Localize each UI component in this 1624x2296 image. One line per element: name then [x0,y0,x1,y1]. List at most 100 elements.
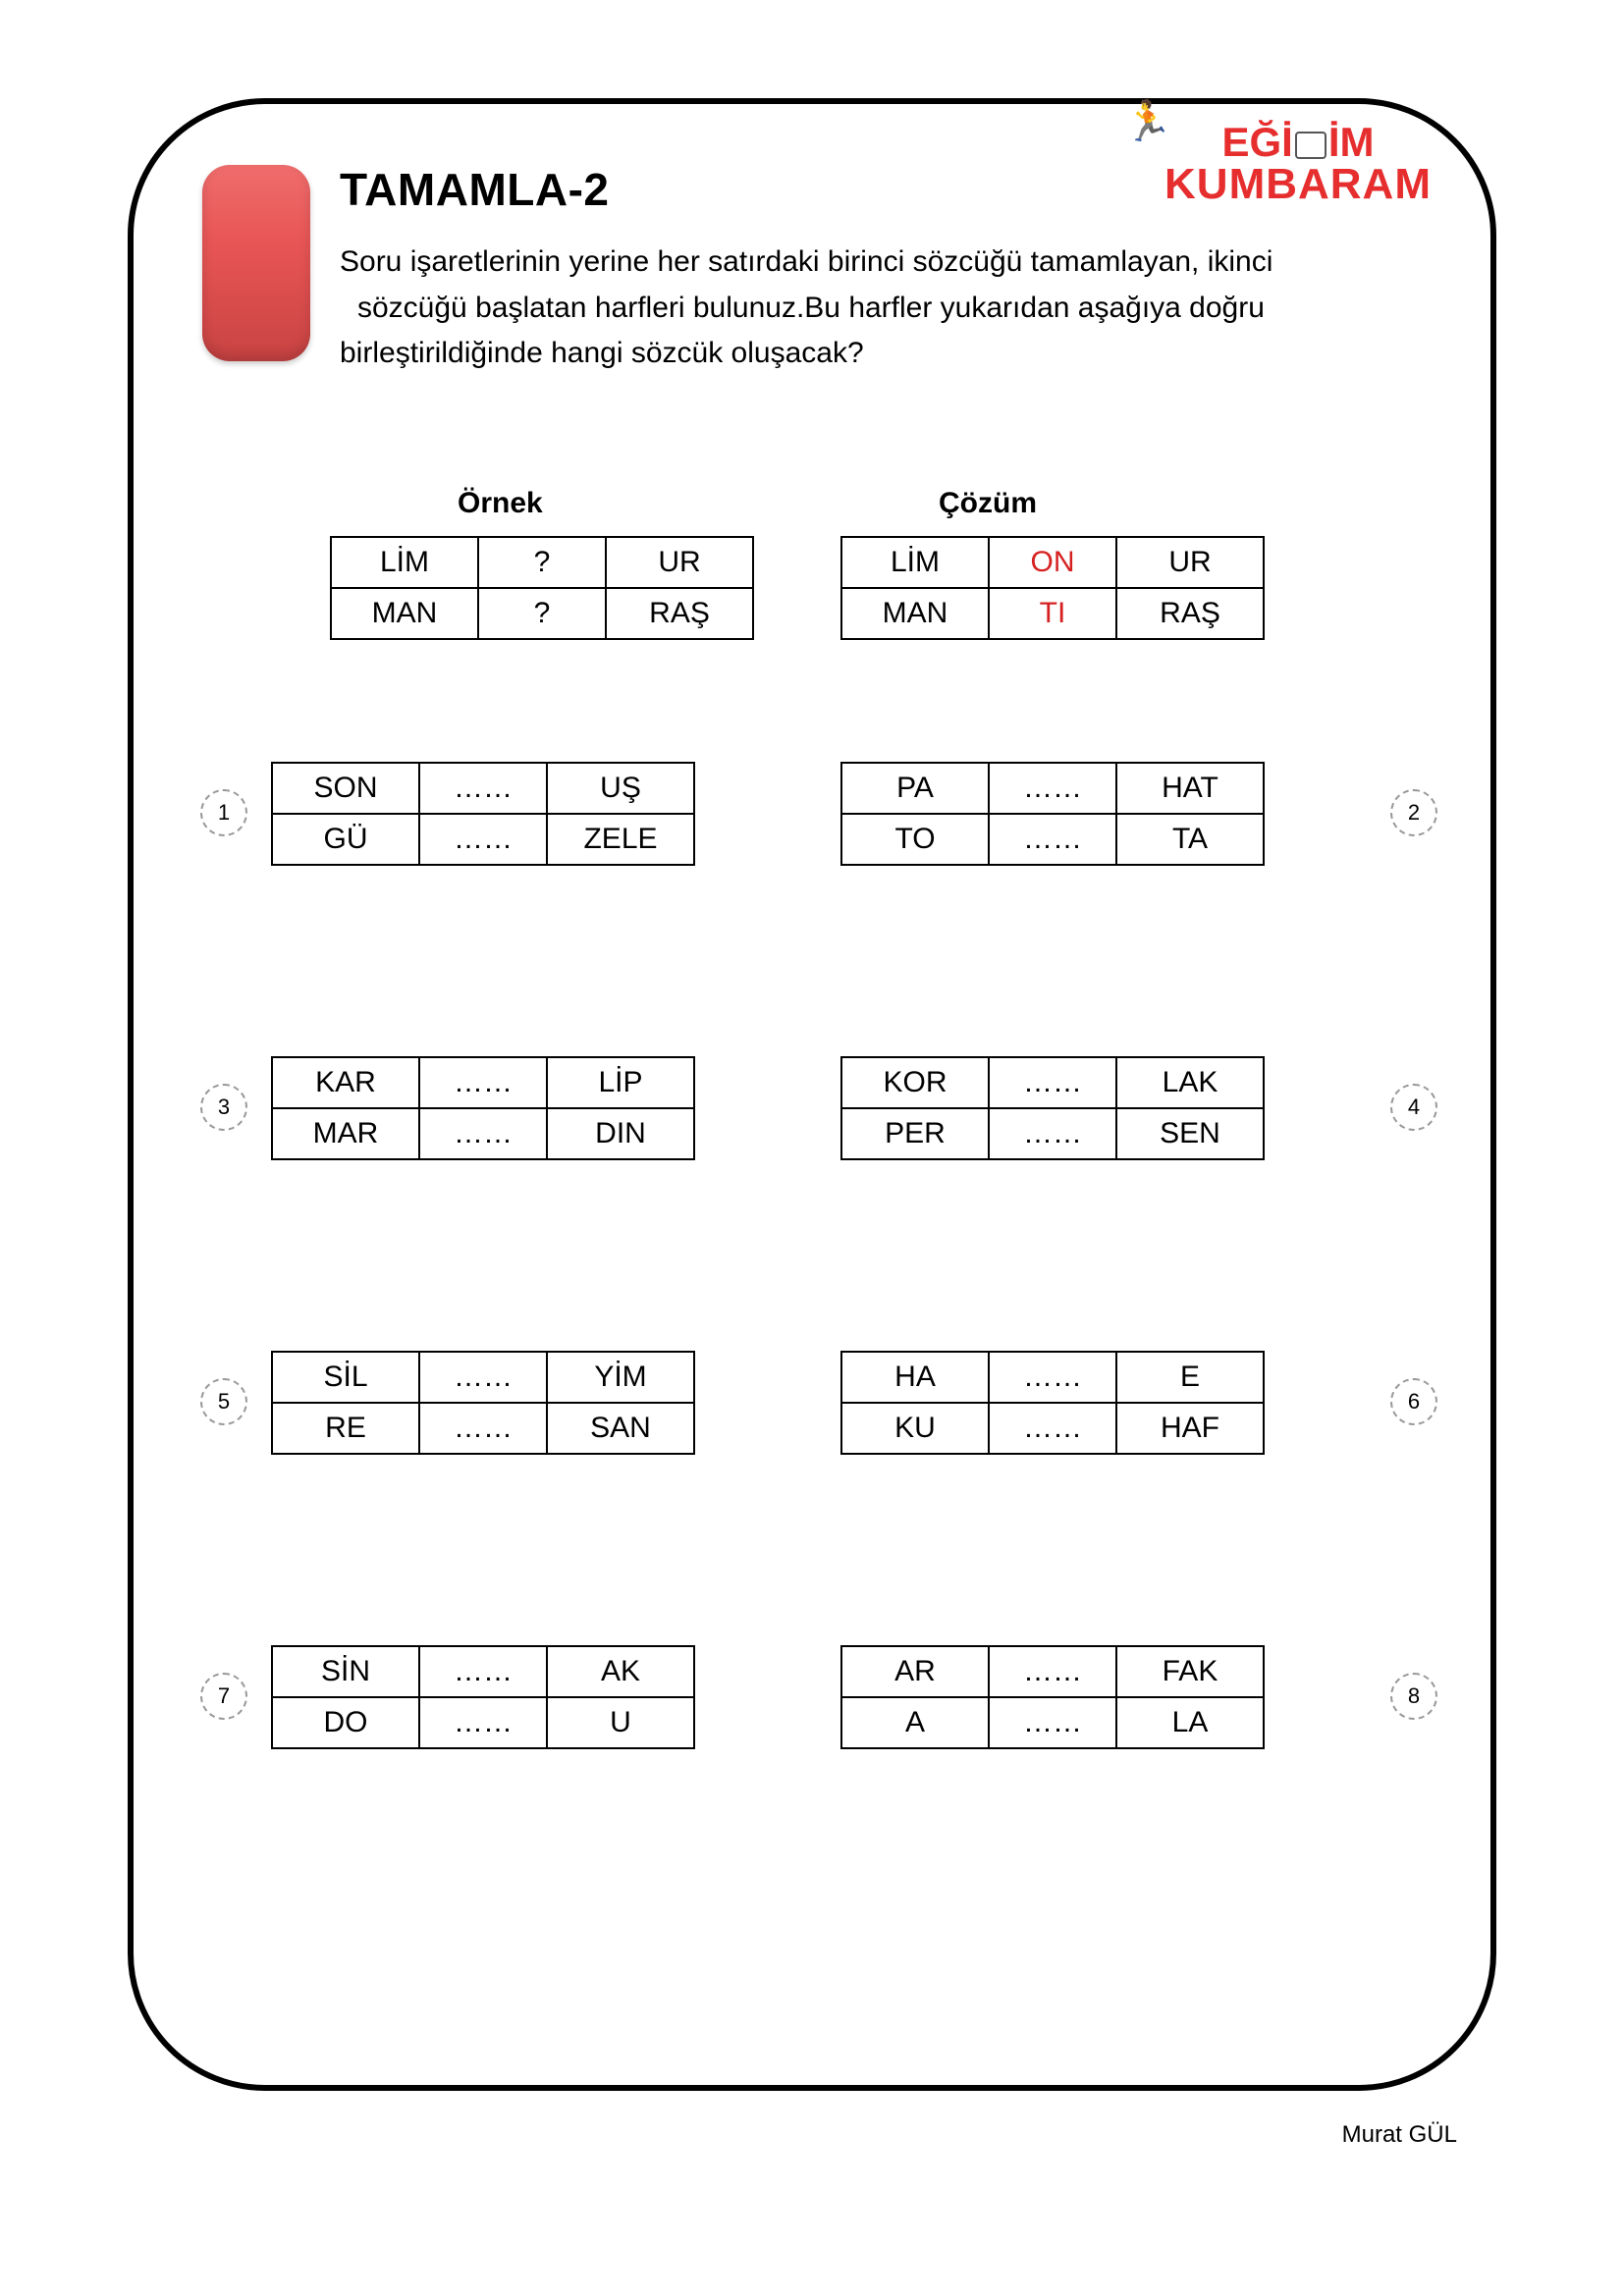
cell: DO [272,1697,419,1748]
table-row: PA……HAT [841,763,1264,814]
cell: AK [547,1646,694,1697]
cell: …… [989,1352,1116,1403]
eraser-icon [202,165,310,361]
cell: LAK [1116,1057,1264,1108]
table-row: A……LA [841,1697,1264,1748]
cell: …… [419,1057,547,1108]
cell: RE [272,1403,419,1454]
cell: PA [841,763,989,814]
puzzle-table: SON……UŞGÜ……ZELE [271,762,695,866]
table-row: SİN……AK [272,1646,694,1697]
cell: RAŞ [1116,588,1264,639]
cell: UR [606,537,753,588]
cell: …… [989,1108,1116,1159]
cell: KU [841,1403,989,1454]
example-label: Örnek [458,487,543,520]
table-row: RE……SAN [272,1403,694,1454]
page: 🏃 EĞİİM KUMBARAM TAMAMLA-2 Soru işaretle… [0,0,1624,2296]
example-table: LİM ? UR MAN ? RAŞ [330,536,754,640]
cell: HAT [1116,763,1264,814]
puzzle-number: 5 [200,1378,247,1425]
cell: TI [989,588,1116,639]
cell: LİP [547,1057,694,1108]
cell: SAN [547,1403,694,1454]
instr-line2: sözcüğü başlatan harfleri bulunuz.Bu har… [340,286,1410,332]
puzzle-number: 2 [1390,789,1437,836]
table-row: MAN TI RAŞ [841,588,1264,639]
puzzle-table: KOR……LAKPER……SEN [840,1056,1265,1160]
puzzle-table: PA……HATTO……TA [840,762,1265,866]
cell: …… [419,1697,547,1748]
logo-line2: KUMBARAM [1164,163,1432,206]
table-row: LİM ? UR [331,537,753,588]
puzzle-number: 8 [1390,1673,1437,1720]
cell: SEN [1116,1108,1264,1159]
cell: TO [841,814,989,865]
cell: KOR [841,1057,989,1108]
cell: UR [1116,537,1264,588]
puzzle-number: 4 [1390,1084,1437,1131]
cell: FAK [1116,1646,1264,1697]
cell: MAN [331,588,478,639]
table-row: AR……FAK [841,1646,1264,1697]
table-row: KAR……LİP [272,1057,694,1108]
cell: HAF [1116,1403,1264,1454]
cell: LA [1116,1697,1264,1748]
cell: GÜ [272,814,419,865]
cell: …… [419,1646,547,1697]
table-row: MAR……DIN [272,1108,694,1159]
mascot-icon: 🏃 [1123,102,1172,141]
cell: UŞ [547,763,694,814]
puzzle-table: AR……FAKA……LA [840,1645,1265,1749]
board-icon [1295,132,1326,159]
cell: MAN [841,588,989,639]
cell: ZELE [547,814,694,865]
instr-line3: birleştirildiğinde hangi sözcük oluşacak… [340,337,864,369]
solution-table: LİM ON UR MAN TI RAŞ [840,536,1265,640]
cell: U [547,1697,694,1748]
cell: ? [478,588,606,639]
cell: MAR [272,1108,419,1159]
cell: TA [1116,814,1264,865]
puzzle-number: 3 [200,1084,247,1131]
table-row: GÜ……ZELE [272,814,694,865]
logo-line1: EĞİİM [1164,122,1432,163]
cell: …… [989,1697,1116,1748]
cell: AR [841,1646,989,1697]
instructions: Soru işaretlerinin yerine her satırdaki … [340,240,1410,377]
table-row: MAN ? RAŞ [331,588,753,639]
brand-logo: 🏃 EĞİİM KUMBARAM [1164,122,1432,206]
cell: SON [272,763,419,814]
cell: …… [989,814,1116,865]
cell: RAŞ [606,588,753,639]
author-name: Murat GÜL [1342,2121,1457,2149]
cell: …… [419,814,547,865]
table-row: LİM ON UR [841,537,1264,588]
cell: HA [841,1352,989,1403]
cell: ON [989,537,1116,588]
cell: SİN [272,1646,419,1697]
cell: SİL [272,1352,419,1403]
cell: LİM [331,537,478,588]
cell: …… [419,1352,547,1403]
table-row: HA……E [841,1352,1264,1403]
worksheet-frame: 🏃 EĞİİM KUMBARAM TAMAMLA-2 Soru işaretle… [128,98,1496,2091]
cell: …… [419,763,547,814]
cell: …… [419,1108,547,1159]
cell: …… [989,1646,1116,1697]
table-row: SİL……YİM [272,1352,694,1403]
page-title: TAMAMLA-2 [340,163,609,216]
cell: ? [478,537,606,588]
puzzle-number: 6 [1390,1378,1437,1425]
cell: E [1116,1352,1264,1403]
cell: YİM [547,1352,694,1403]
solution-label: Çözüm [939,487,1037,520]
cell: A [841,1697,989,1748]
puzzle-table: SİL……YİMRE……SAN [271,1351,695,1455]
puzzle-table: SİN……AKDO……U [271,1645,695,1749]
cell: DIN [547,1108,694,1159]
instr-line1: Soru işaretlerinin yerine her satırdaki … [340,245,1272,278]
cell: …… [989,763,1116,814]
cell: LİM [841,537,989,588]
table-row: DO……U [272,1697,694,1748]
